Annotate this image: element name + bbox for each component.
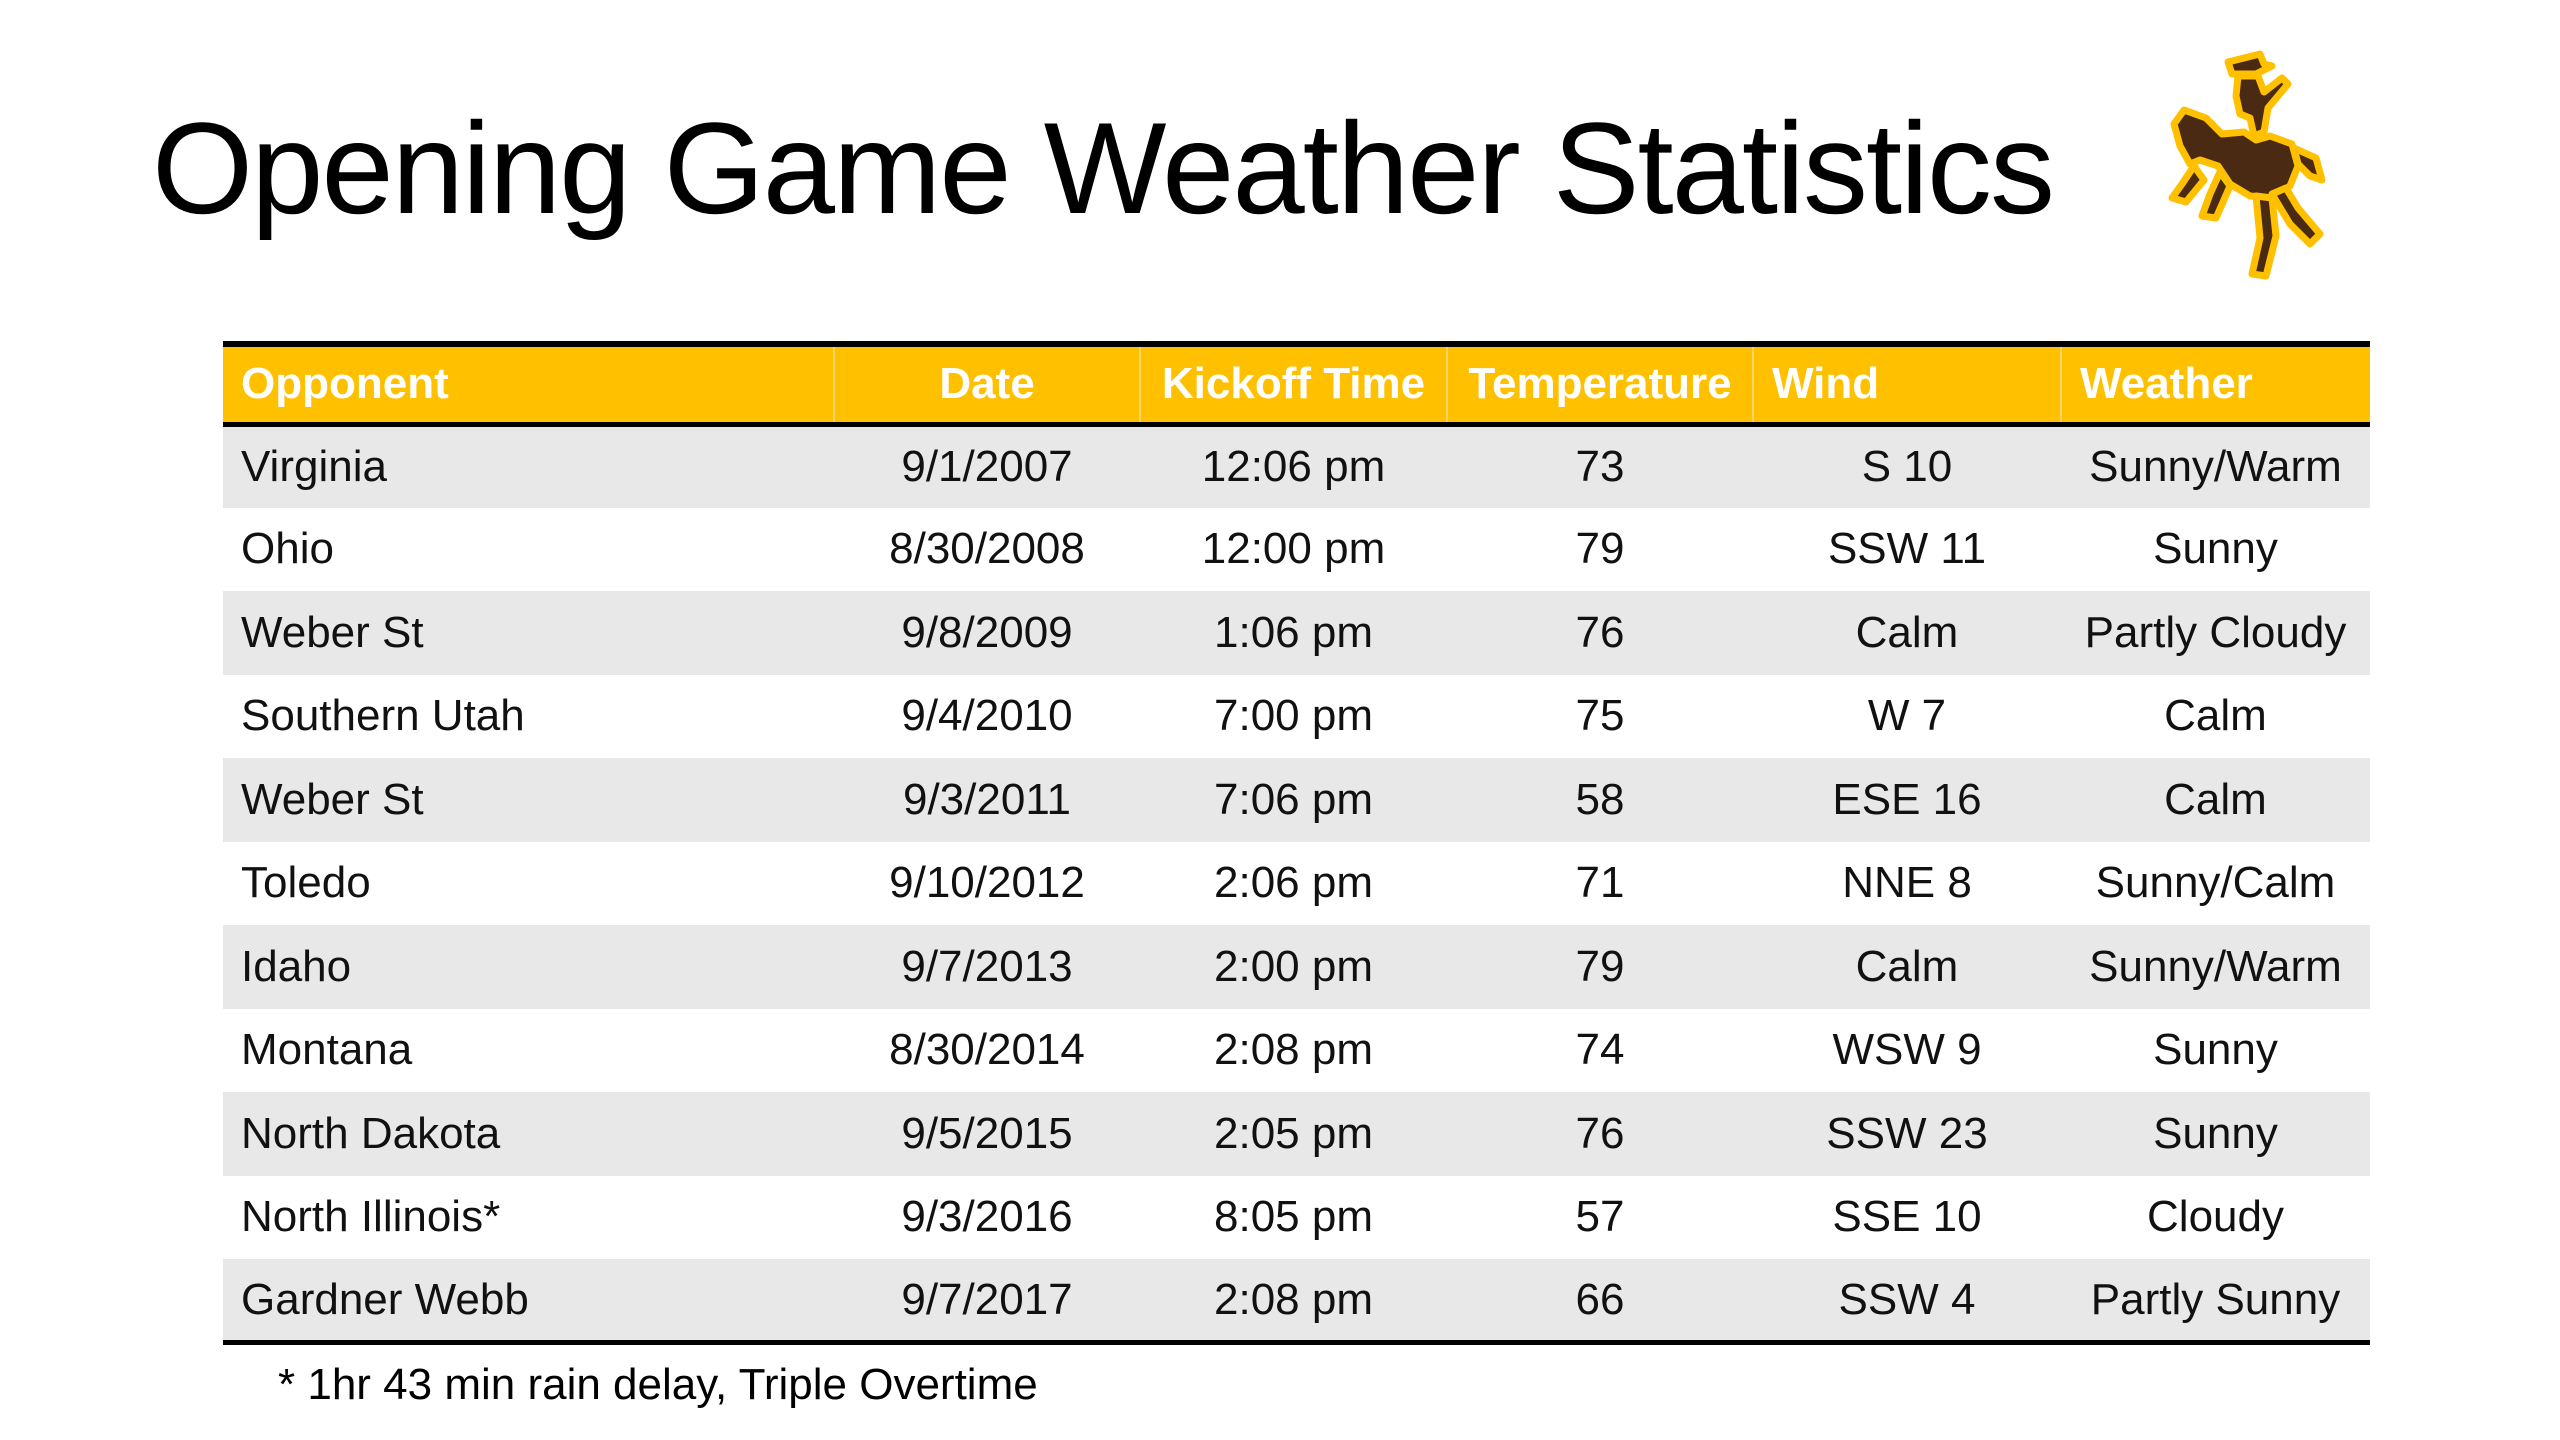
cell-opponent: Toledo — [241, 858, 371, 908]
column-header-temperature: Temperature — [1446, 344, 1753, 427]
cell-wind: SSW 4 — [1838, 1274, 1976, 1324]
cell-weather: Sunny — [2153, 524, 2278, 574]
column-header-weather: Weather — [2060, 344, 2370, 427]
table-row: Southern Utah 9/4/2010 7:00 pm 75 W 7 Ca… — [223, 674, 2370, 758]
cell-kickoff-time: 2:08 pm — [1214, 1025, 1373, 1075]
cell-wind: WSW 9 — [1832, 1025, 1982, 1075]
cell-temperature: 74 — [1575, 1025, 1625, 1075]
cell-kickoff-time: 2:00 pm — [1214, 941, 1373, 991]
cell-opponent: Gardner Webb — [241, 1274, 529, 1324]
cell-date: 9/7/2017 — [901, 1274, 1073, 1324]
cell-wind: SSW 11 — [1827, 524, 1987, 574]
table-row: North Illinois* 9/3/2016 8:05 pm 57 SSE … — [223, 1175, 2370, 1259]
cell-date: 9/3/2011 — [902, 774, 1071, 824]
cell-temperature: 75 — [1575, 691, 1625, 741]
table-row: Weber St 9/3/2011 7:06 pm 58 ESE 16 Calm — [223, 758, 2370, 842]
table-row: North Dakota 9/5/2015 2:05 pm 76 SSW 23 … — [223, 1092, 2370, 1176]
cell-kickoff-time: 8:05 pm — [1214, 1192, 1373, 1242]
cell-weather: Partly Sunny — [2090, 1274, 2341, 1324]
cell-weather: Calm — [2164, 691, 2267, 741]
column-header-opponent: Opponent — [223, 344, 834, 427]
cell-date: 9/5/2015 — [901, 1108, 1073, 1158]
cell-date: 8/30/2008 — [889, 524, 1085, 574]
cell-kickoff-time: 7:06 pm — [1214, 774, 1373, 824]
cell-opponent: Weber St — [241, 607, 424, 657]
cell-date: 9/8/2009 — [901, 607, 1073, 657]
cell-date: 9/10/2012 — [889, 858, 1085, 908]
table-row: Idaho 9/7/2013 2:00 pm 79 Calm Sunny/War… — [223, 925, 2370, 1009]
cell-wind: S 10 — [1861, 442, 1953, 491]
cell-weather: Sunny/Warm — [2089, 442, 2342, 491]
cell-opponent: North Dakota — [241, 1108, 501, 1158]
cell-opponent: North Illinois* — [241, 1192, 501, 1242]
cell-temperature: 73 — [1575, 442, 1625, 491]
cell-wind: NNE 8 — [1842, 858, 1972, 908]
cell-wind: W 7 — [1867, 691, 1947, 741]
cell-wind: Calm — [1855, 607, 1959, 657]
table-row: Ohio 8/30/2008 12:00 pm 79 SSW 11 Sunny — [223, 507, 2370, 591]
cell-weather: Sunny — [2153, 1025, 2278, 1075]
cell-temperature: 76 — [1575, 607, 1625, 657]
cell-kickoff-time: 1:06 pm — [1214, 607, 1373, 657]
cell-wind: Calm — [1855, 941, 1959, 991]
table-row: Virginia 9/1/2007 12:06 pm 73 S 10 Sunny… — [223, 424, 2370, 508]
bucking-horse-rider-icon — [2168, 50, 2326, 280]
cell-opponent: Weber St — [241, 774, 424, 824]
cell-weather: Calm — [2164, 774, 2267, 824]
cell-weather: Cloudy — [2147, 1192, 2284, 1242]
column-header-kickoff-time: Kickoff Time — [1139, 344, 1447, 427]
table-row: Weber St 9/8/2009 1:06 pm 76 Calm Partly… — [223, 591, 2370, 675]
cell-opponent: Southern Utah — [241, 691, 525, 741]
cell-wind: SSE 10 — [1832, 1192, 1982, 1242]
cell-date: 9/7/2013 — [901, 941, 1073, 991]
column-header-date: Date — [833, 344, 1140, 427]
cell-temperature: 79 — [1575, 941, 1625, 991]
cell-opponent: Montana — [241, 1025, 413, 1075]
cell-temperature: 66 — [1575, 1274, 1625, 1324]
cell-temperature: 79 — [1575, 524, 1625, 574]
column-header-wind: Wind — [1752, 344, 2061, 427]
cell-date: 9/3/2016 — [901, 1192, 1073, 1242]
cell-opponent: Idaho — [241, 941, 352, 991]
cell-opponent: Virginia — [241, 442, 387, 491]
cell-weather: Sunny — [2153, 1108, 2278, 1158]
slide-title: Opening Game Weather Statistics — [152, 95, 2055, 241]
cell-opponent: Ohio — [241, 524, 334, 574]
cell-weather: Sunny/Calm — [2095, 858, 2336, 908]
table-row: Gardner Webb 9/7/2017 2:08 pm 66 SSW 4 P… — [223, 1259, 2370, 1343]
cell-kickoff-time: 2:06 pm — [1214, 858, 1373, 908]
cell-wind: SSW 23 — [1826, 1108, 1988, 1158]
footnote: * 1hr 43 min rain delay, Triple Overtime — [278, 1360, 1038, 1409]
bucking-horse-rider-logo — [2160, 48, 2330, 296]
cell-kickoff-time: 12:06 pm — [1201, 442, 1386, 491]
cell-date: 9/1/2007 — [901, 442, 1073, 491]
cell-kickoff-time: 7:00 pm — [1214, 691, 1373, 741]
table-header-row: Opponent Date Kickoff Time Temperature W… — [223, 344, 2370, 427]
cell-weather: Sunny/Warm — [2089, 941, 2342, 991]
cell-temperature: 76 — [1575, 1108, 1625, 1158]
cell-date: 9/4/2010 — [901, 691, 1073, 741]
table-row: Toledo 9/10/2012 2:06 pm 71 NNE 8 Sunny/… — [223, 841, 2370, 925]
table-row: Montana 8/30/2014 2:08 pm 74 WSW 9 Sunny — [223, 1008, 2370, 1092]
cell-temperature: 58 — [1575, 774, 1625, 824]
cell-kickoff-time: 2:08 pm — [1214, 1274, 1373, 1324]
cell-wind: ESE 16 — [1832, 774, 1982, 824]
cell-date: 8/30/2014 — [889, 1025, 1085, 1075]
weather-stats-table: Opponent Date Kickoff Time Temperature W… — [223, 341, 2370, 1345]
cell-weather: Partly Cloudy — [2084, 607, 2347, 657]
cell-kickoff-time: 12:00 pm — [1201, 524, 1386, 574]
cell-kickoff-time: 2:05 pm — [1214, 1108, 1373, 1158]
cell-temperature: 57 — [1575, 1192, 1625, 1242]
cell-temperature: 71 — [1575, 858, 1625, 908]
